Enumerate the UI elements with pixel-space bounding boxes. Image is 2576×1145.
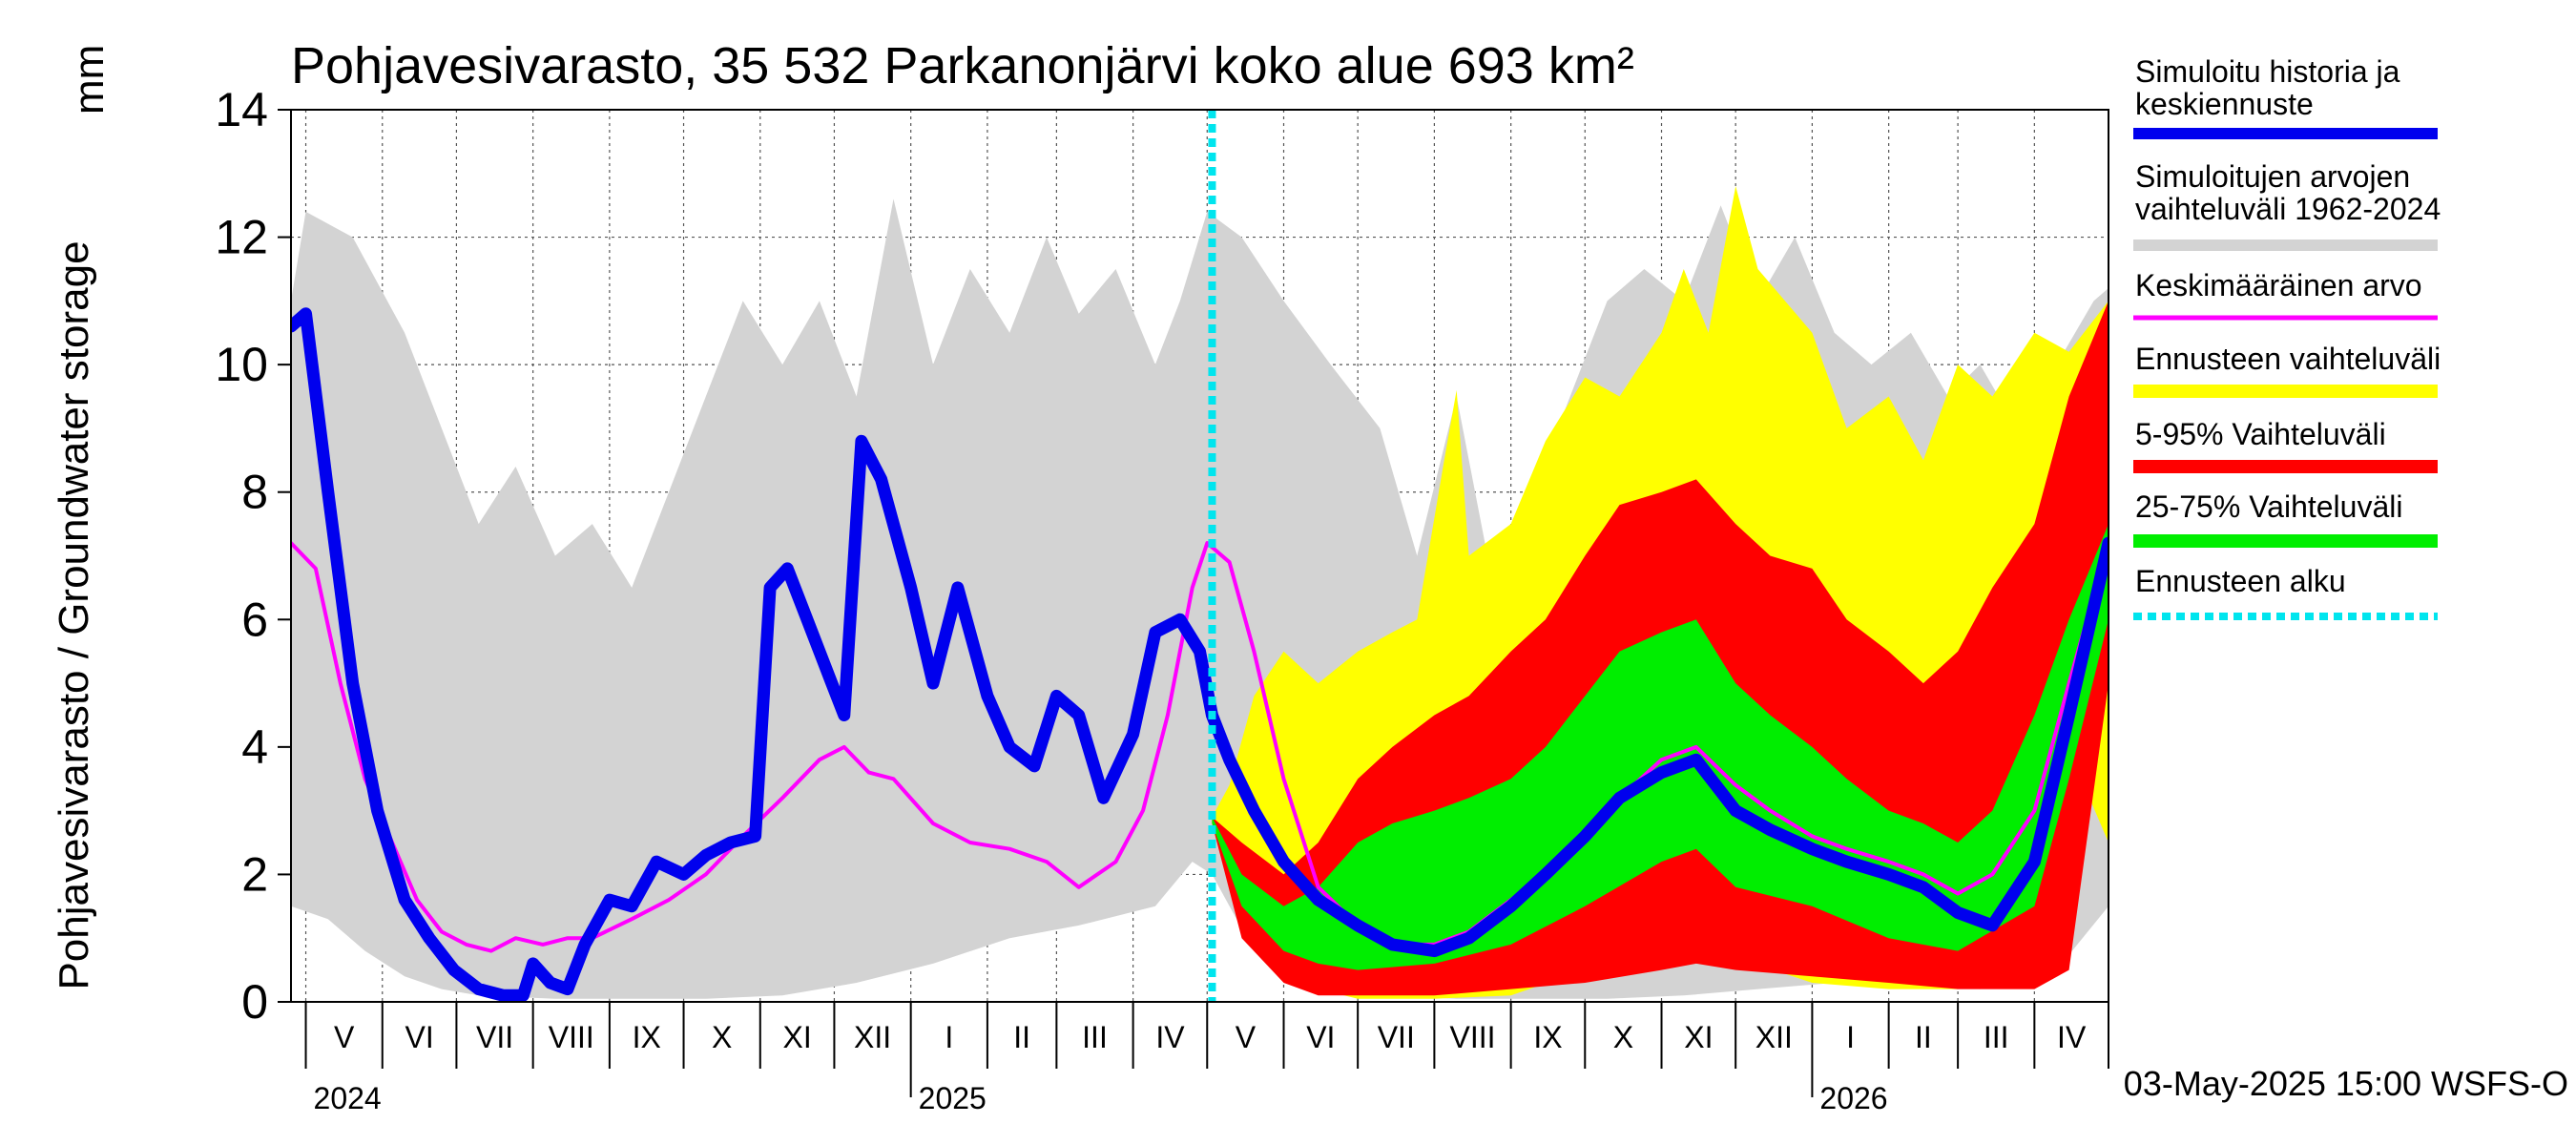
month-label: V (334, 1020, 355, 1054)
legend-label: Keskimääräinen arvo (2135, 268, 2422, 302)
month-label: V (1236, 1020, 1257, 1054)
month-label: II (1915, 1020, 1932, 1054)
y-tick-label: 2 (241, 847, 268, 901)
month-label: IV (2057, 1020, 2087, 1054)
y-tick-label: 8 (241, 466, 268, 519)
month-label: II (1013, 1020, 1030, 1054)
month-label: VI (405, 1020, 433, 1054)
unit-label: mm (66, 45, 113, 114)
series-line (291, 541, 2109, 953)
y-tick-label: 10 (215, 338, 268, 391)
chart-title: Pohjavesivarasto, 35 532 Parkanonjärvi k… (291, 37, 1634, 94)
variability-bands (291, 186, 2109, 999)
legend-label: Ennusteen vaihteluväli (2135, 342, 2441, 376)
month-label: IX (1533, 1020, 1562, 1054)
month-label: III (1984, 1020, 2009, 1054)
legend: Simuloitu historia ja keskiennuste Simuloi… (2133, 54, 2441, 620)
year-label: 2024 (314, 1081, 382, 1115)
y-tick-label: 0 (241, 975, 268, 1029)
legend-item: Simuloitujen arvojen vaihteluväli 1962-20… (2133, 159, 2441, 251)
timestamp-label: 03-May-2025 15:00 WSFS-O (2124, 1064, 2568, 1103)
legend-item: Ennusteen alku (2133, 564, 2438, 620)
month-label: IV (1155, 1020, 1185, 1054)
legend-label: 5-95% Vaihteluväli (2135, 417, 2386, 451)
month-label: XII (1755, 1020, 1793, 1054)
month-label: I (1846, 1020, 1855, 1054)
y-tick-label: 14 (215, 83, 268, 136)
y-tick-label: 6 (241, 593, 268, 646)
plot-area (290, 109, 2109, 1003)
month-label: X (1613, 1020, 1633, 1054)
legend-item: 5-95% Vaihteluväli (2133, 417, 2438, 473)
month-label: VII (476, 1020, 513, 1054)
month-label: X (712, 1020, 732, 1054)
legend-label: 25-75% Vaihteluväli (2135, 489, 2402, 524)
series-line (291, 307, 2109, 1002)
legend-label: Ennusteen alku (2135, 564, 2346, 598)
month-label: XI (782, 1020, 811, 1054)
legend-item: Ennusteen vaihteluväli (2133, 342, 2441, 398)
month-label: III (1082, 1020, 1108, 1054)
legend-item: Simuloitu historia ja keskiennuste (2133, 54, 2438, 139)
legend-label: Simuloitu historia ja keskiennuste (2135, 54, 2400, 121)
y-axis-title: Pohjavesivarasto / Groundwater storage (51, 240, 97, 989)
month-label: VII (1378, 1020, 1415, 1054)
year-label: 2025 (919, 1081, 987, 1115)
month-label: I (945, 1020, 953, 1054)
month-label: VI (1306, 1020, 1335, 1054)
year-label: 2026 (1819, 1081, 1887, 1115)
legend-item: Keskimääräinen arvo (2133, 268, 2438, 321)
series-lines (291, 307, 2109, 1002)
month-label: IX (633, 1020, 661, 1054)
plot-frame (290, 109, 2109, 1003)
month-label: VIII (549, 1020, 594, 1054)
month-label: VIII (1450, 1020, 1496, 1054)
month-label: XI (1684, 1020, 1713, 1054)
x-axis: V VI VII VIII IX X XI XII I II III IV V VI VII VIII IX X X… (304, 1002, 2109, 1115)
legend-item: 25-75% Vaihteluväli (2133, 489, 2438, 548)
legend-label: Simuloitujen arvojen vaihteluväli 1962-20… (2135, 159, 2441, 226)
month-label: XII (854, 1020, 891, 1054)
y-axis: 0 2 4 6 8 10 12 14 (215, 83, 291, 1029)
y-tick-label: 12 (215, 211, 268, 264)
y-tick-label: 4 (241, 720, 268, 774)
